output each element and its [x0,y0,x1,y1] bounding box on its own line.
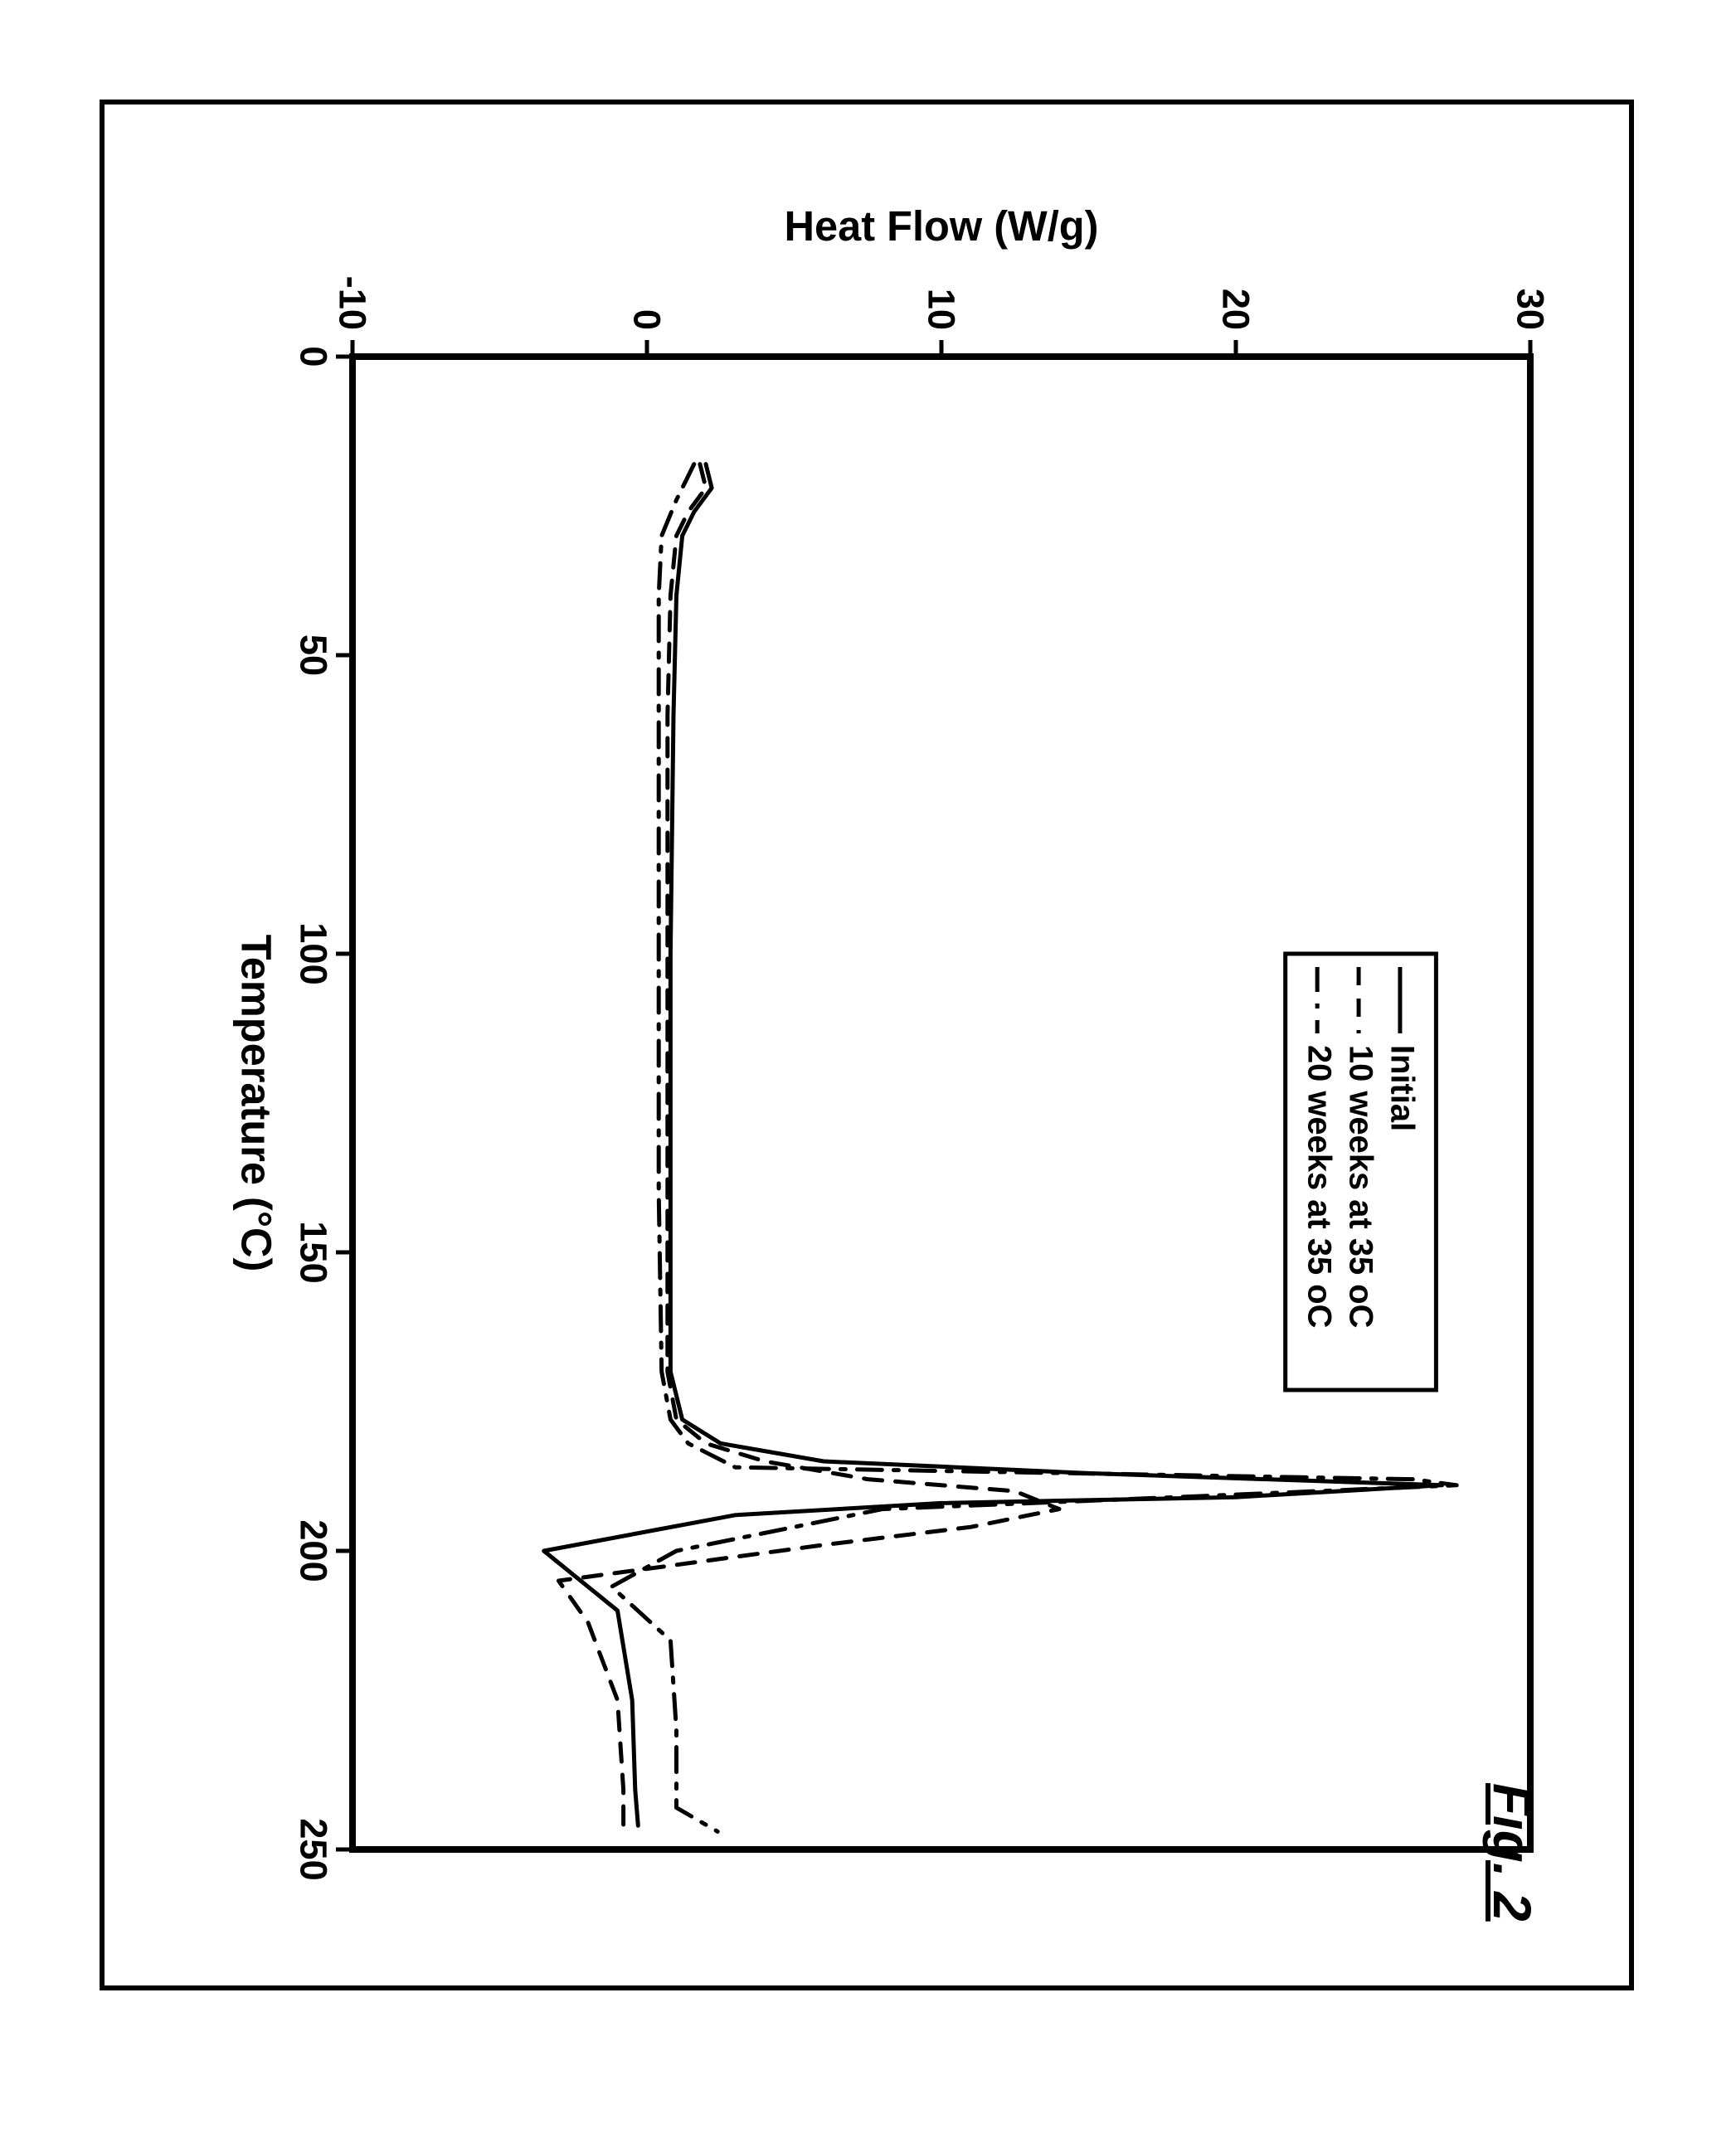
svg-text:Heat Flow (W/g): Heat Flow (W/g) [785,202,1099,250]
outer-frame: 0 50 100 150 200 250 -10 0 10 20 30 Temperature (°C… [100,100,1634,1990]
svg-text:0: 0 [293,346,335,367]
figure-label: Fig. 2 [1481,1783,1543,1922]
page: 0 50 100 150 200 250 -10 0 10 20 30 Temperature (°C… [0,0,1736,2153]
svg-text:150: 150 [293,1221,335,1283]
legend-item-label: 20 weeks at 35 oC [1301,1045,1338,1329]
legend-item-label: 10 weeks at 35 oC [1343,1045,1379,1329]
legend-item-label: Initial [1383,1045,1420,1131]
svg-text:250: 250 [293,1818,335,1880]
svg-text:Temperature (°C): Temperature (°C) [232,935,280,1272]
svg-text:50: 50 [293,634,335,676]
svg-text:-10: -10 [332,276,374,330]
svg-text:20: 20 [1215,289,1257,330]
chart-rotated-container: 0 50 100 150 200 250 -10 0 10 20 30 Temperature (°C… [137,141,1597,1949]
svg-text:200: 200 [293,1519,335,1582]
svg-text:10: 10 [921,289,963,330]
svg-text:30: 30 [1510,289,1552,330]
dsc-thermogram-chart: 0 50 100 150 200 250 -10 0 10 20 30 Temperature (°C… [137,141,1597,1949]
svg-text:0: 0 [626,309,669,330]
legend: Initial10 weeks at 35 oC20 weeks at 35 o… [1286,954,1437,1390]
svg-text:100: 100 [293,922,335,984]
